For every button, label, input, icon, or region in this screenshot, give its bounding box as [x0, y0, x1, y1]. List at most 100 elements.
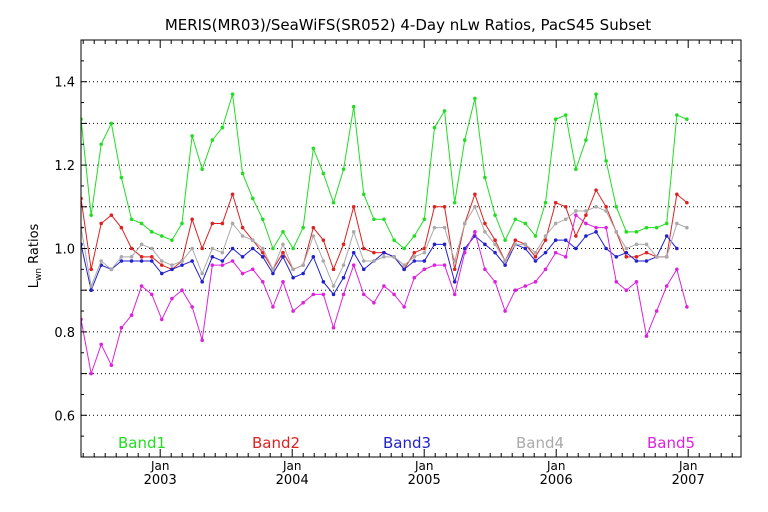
data-point: [341, 242, 346, 247]
data-point: [675, 221, 679, 226]
data-point: [422, 259, 427, 263]
data-point: [412, 275, 417, 280]
data-point: [584, 234, 588, 238]
data-point: [462, 221, 467, 226]
data-point: [301, 263, 305, 267]
data-point: [89, 213, 93, 217]
data-point: [533, 259, 538, 263]
series-layer: [81, 92, 689, 376]
data-point: [331, 284, 336, 288]
data-point: [351, 230, 356, 234]
data-point: [442, 205, 447, 209]
data-point: [624, 288, 629, 293]
data-point: [644, 225, 649, 230]
data-point: [129, 255, 134, 259]
data-point: [594, 225, 598, 230]
x-tick-year-label: 2003: [144, 473, 177, 488]
data-point: [89, 288, 93, 293]
data-point: [220, 263, 225, 267]
data-point: [402, 246, 406, 251]
data-point: [230, 192, 235, 197]
data-point: [675, 192, 679, 197]
data-point: [634, 242, 639, 247]
data-point: [614, 280, 619, 284]
data-point: [159, 263, 164, 267]
data-point: [594, 92, 598, 97]
data-point: [624, 246, 629, 251]
data-point: [341, 167, 346, 172]
data-point: [614, 255, 619, 259]
data-point: [159, 234, 164, 238]
data-point: [331, 325, 336, 330]
data-point: [351, 250, 356, 255]
data-point: [644, 259, 649, 263]
data-point: [402, 305, 406, 309]
data-point: [493, 238, 497, 242]
data-point: [594, 188, 598, 192]
data-point: [89, 284, 93, 288]
data-point: [432, 242, 437, 247]
legend-band1: Band1: [118, 434, 166, 452]
data-point: [452, 292, 457, 297]
data-point: [553, 238, 558, 242]
data-point: [432, 263, 437, 267]
data-point: [442, 109, 447, 113]
data-point: [200, 167, 204, 172]
data-point: [553, 221, 558, 226]
data-point: [392, 238, 396, 242]
data-point: [644, 242, 649, 247]
data-point: [402, 267, 406, 272]
data-point: [159, 271, 164, 276]
data-point: [533, 255, 538, 259]
data-point: [452, 267, 457, 272]
y-axis-label: Lwn Ratios: [27, 223, 44, 288]
data-point: [432, 205, 437, 209]
data-point: [109, 267, 114, 272]
data-point: [563, 205, 568, 209]
series-band2: [81, 188, 689, 272]
data-point: [89, 371, 93, 376]
data-point: [321, 292, 326, 297]
data-point: [230, 92, 235, 97]
data-point: [664, 221, 669, 226]
data-point: [604, 205, 608, 209]
data-point: [361, 259, 366, 263]
y-tick-label: 1.0: [54, 243, 75, 258]
data-point: [513, 238, 518, 242]
data-point: [200, 280, 204, 284]
data-point: [513, 288, 518, 293]
data-point: [574, 213, 578, 217]
data-point: [624, 255, 629, 259]
data-point: [301, 225, 305, 230]
data-point: [604, 225, 608, 230]
data-point: [523, 284, 528, 288]
data-point: [180, 221, 184, 226]
data-point: [513, 217, 518, 222]
data-point: [260, 280, 265, 284]
data-point: [119, 259, 124, 263]
x-tick-year-label: 2004: [276, 473, 309, 488]
data-point: [99, 259, 103, 263]
data-point: [675, 267, 679, 272]
data-point: [685, 225, 689, 230]
data-point: [675, 113, 679, 117]
data-point: [493, 280, 497, 284]
data-point: [139, 259, 144, 263]
data-point: [503, 238, 507, 242]
data-point: [250, 246, 255, 251]
x-tick-year-label: 2006: [540, 473, 573, 488]
data-point: [260, 250, 265, 255]
data-point: [584, 138, 588, 142]
x-tick-month-label: Jan: [282, 459, 302, 473]
data-point: [685, 200, 689, 205]
data-point: [260, 255, 265, 259]
data-point: [543, 238, 548, 242]
data-point: [685, 305, 689, 309]
data-point: [311, 292, 316, 297]
data-point: [685, 117, 689, 122]
data-point: [129, 313, 134, 318]
data-point: [129, 217, 134, 222]
data-point: [291, 275, 295, 280]
data-point: [584, 213, 588, 217]
data-point: [99, 221, 103, 226]
